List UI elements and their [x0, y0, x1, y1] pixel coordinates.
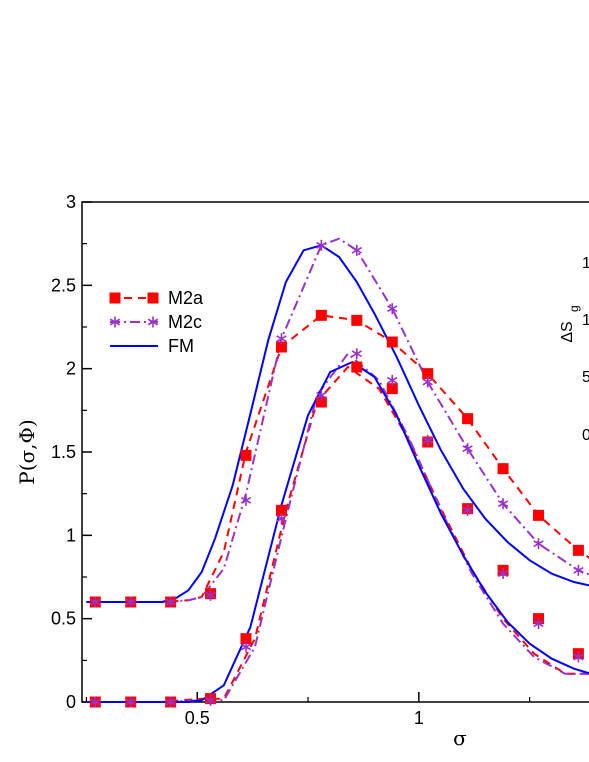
data-point-m2c — [276, 333, 287, 345]
data-point-m2a — [497, 463, 509, 475]
markers — [89, 239, 584, 708]
y-tick-label: 1.5 — [51, 442, 76, 462]
data-point-m2c — [497, 498, 509, 510]
data-point-m2c — [387, 374, 398, 386]
x-tick-label: 0.5 — [185, 708, 210, 728]
y-tick-label: 3 — [66, 192, 76, 212]
data-point-m2c — [125, 596, 136, 608]
data-point-m2a — [315, 309, 327, 321]
x-axis-label: σ — [453, 726, 467, 750]
x-tick-label: 1 — [414, 708, 424, 728]
data-point-m2c — [165, 696, 176, 708]
y-tick-label: 0.5 — [51, 609, 76, 629]
data-point-m2a — [572, 544, 584, 556]
legend-marker-m2c — [147, 316, 159, 328]
data-point-m2c — [316, 389, 327, 401]
data-point-m2c — [462, 443, 473, 455]
legend-label-m2c: M2c — [168, 312, 202, 332]
data-point-m2a — [422, 368, 434, 380]
data-point-m2a — [351, 361, 363, 373]
inset-tick-label: 10 — [582, 312, 589, 329]
y-tick-label: 0 — [66, 692, 76, 712]
data-point-m2c — [165, 596, 176, 608]
data-point-m2c — [125, 696, 136, 708]
legend-marker-m2a — [109, 292, 121, 304]
y-tick-label: 2 — [66, 359, 76, 379]
data-point-m2a — [351, 314, 363, 326]
data-point-m2a — [462, 413, 474, 425]
inset-tick-label: 15 — [582, 255, 589, 272]
inset-axis: ΔS g 15 10 5 0 — [559, 255, 589, 444]
data-point-m2c — [573, 651, 584, 663]
legend: M2a M2c FM — [109, 288, 204, 356]
data-point-m2c — [240, 641, 252, 653]
inset-tick-label: 5 — [582, 369, 589, 386]
data-point-m2c — [276, 513, 287, 525]
data-point-m2c — [205, 589, 216, 601]
data-point-m2c — [90, 596, 101, 608]
y-tick-label: 1 — [66, 525, 76, 545]
data-point-m2c — [240, 494, 252, 506]
data-point-m2c — [316, 239, 327, 251]
data-point-m2c — [422, 434, 433, 446]
data-point-m2c — [351, 244, 362, 256]
series-line-m2a-lower — [86, 365, 589, 703]
data-point-m2a — [315, 396, 327, 408]
data-point-m2a — [386, 383, 398, 395]
series-line-fm-lower — [86, 360, 589, 703]
y-tick-label: 2.5 — [51, 275, 76, 295]
data-point-m2c — [422, 376, 433, 388]
data-point-m2c — [497, 568, 509, 580]
inset-y-axis-subscript: g — [567, 305, 581, 312]
data-point-m2c — [205, 694, 216, 706]
data-point-m2c — [573, 564, 584, 576]
series-line-fm-upper — [86, 244, 589, 603]
data-point-m2a — [240, 449, 252, 461]
axes: 0 0.5 1 1.5 2 2.5 3 0.5 1 — [51, 192, 589, 728]
series-line-m2a-upper — [86, 314, 589, 603]
data-point-m2a — [275, 341, 287, 353]
legend-marker-m2c — [109, 316, 121, 328]
data-point-m2a — [275, 504, 287, 516]
data-point-m2c — [533, 618, 544, 630]
y-axis-label: P(σ,Φ) — [15, 419, 39, 484]
data-point-m2c — [90, 696, 101, 708]
legend-marker-m2a — [147, 292, 159, 304]
data-point-m2c — [351, 348, 362, 360]
data-point-m2a — [386, 336, 398, 348]
series-line-m2c-lower — [86, 352, 589, 703]
data-point-m2c — [387, 303, 398, 315]
legend-label-fm: FM — [168, 336, 194, 356]
data-point-m2c — [533, 538, 544, 550]
data-point-m2c — [462, 504, 473, 516]
curves — [86, 237, 589, 703]
inset-tick-label: 0 — [582, 427, 589, 444]
data-point-m2a — [533, 509, 545, 521]
legend-label-m2a: M2a — [168, 288, 204, 308]
data-point-m2a — [240, 633, 252, 645]
inset-y-axis-label: ΔS — [559, 321, 576, 342]
